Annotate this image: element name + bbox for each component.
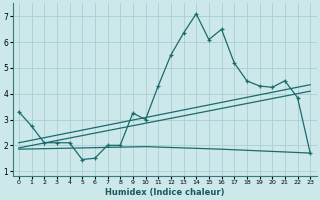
X-axis label: Humidex (Indice chaleur): Humidex (Indice chaleur) xyxy=(105,188,224,197)
